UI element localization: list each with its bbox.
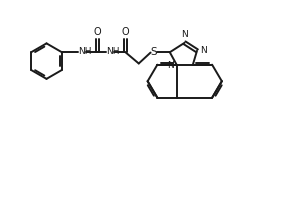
Text: NH: NH: [106, 47, 120, 56]
Text: O: O: [94, 27, 101, 37]
Text: N: N: [181, 30, 188, 39]
Text: N: N: [200, 46, 207, 55]
Text: NH: NH: [78, 47, 92, 56]
Text: N: N: [167, 61, 174, 70]
Text: S: S: [150, 47, 157, 57]
Text: O: O: [122, 27, 129, 37]
